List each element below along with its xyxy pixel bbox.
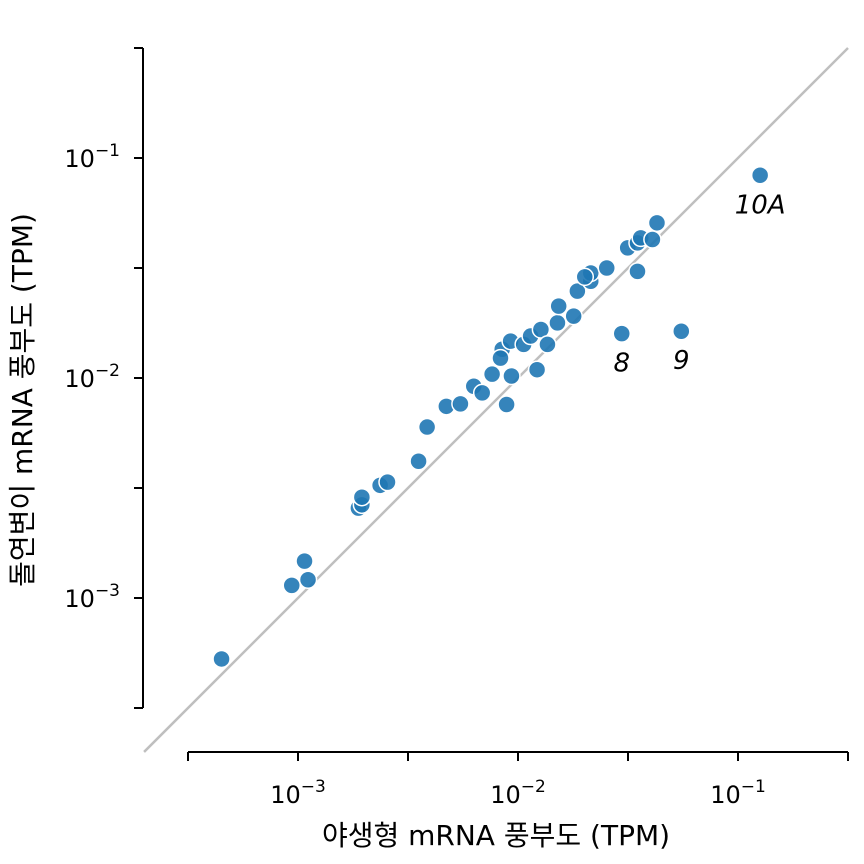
point-annotation: 10A [735, 190, 786, 220]
data-point [352, 487, 372, 507]
point-annotation: 9 [673, 346, 690, 376]
data-point [568, 281, 587, 301]
data-point [750, 166, 770, 185]
y-tick-label: 10−1 [64, 141, 120, 173]
data-point [549, 296, 568, 316]
data-point [538, 335, 557, 354]
annotations-group: 8 9 10A [613, 190, 785, 378]
data-point [672, 321, 691, 341]
data-point [502, 366, 521, 386]
data-point [643, 230, 662, 249]
identity-line [143, 47, 849, 753]
data-point [282, 576, 301, 595]
data-point [378, 472, 397, 492]
data-point [451, 394, 470, 414]
data-point [647, 213, 667, 233]
data-point [295, 551, 314, 571]
data-point [612, 324, 632, 343]
data-point [212, 649, 231, 669]
data-point [491, 348, 510, 368]
data-point [472, 383, 492, 403]
data-point [417, 417, 437, 437]
x-axis-label: 야생형 mRNA 풍부도 (TPM) [322, 819, 670, 852]
x-tick-label: 10−3 [270, 777, 326, 809]
data-point [575, 267, 595, 287]
data-point [548, 313, 567, 333]
x-tick-label: 10−2 [490, 777, 546, 809]
y-tick-label: 10−3 [64, 581, 120, 613]
data-point [564, 306, 583, 326]
data-point [409, 452, 428, 471]
data-point [527, 360, 547, 379]
y-tick-label: 10−2 [64, 361, 120, 393]
data-point [597, 258, 617, 278]
points-group [212, 166, 770, 669]
reference-line-group [143, 47, 849, 753]
data-point [628, 262, 647, 281]
ticks-group: 10−3 10−2 10−1 10−3 10−2 10−1 [64, 47, 849, 809]
point-annotation: 8 [613, 349, 630, 379]
data-point [497, 395, 516, 414]
data-point [298, 570, 318, 589]
x-tick-label: 10−1 [710, 777, 766, 809]
data-point [482, 364, 502, 384]
y-axis-label: 돌연변이 mRNA 풍부도 (TPM) [6, 213, 39, 587]
